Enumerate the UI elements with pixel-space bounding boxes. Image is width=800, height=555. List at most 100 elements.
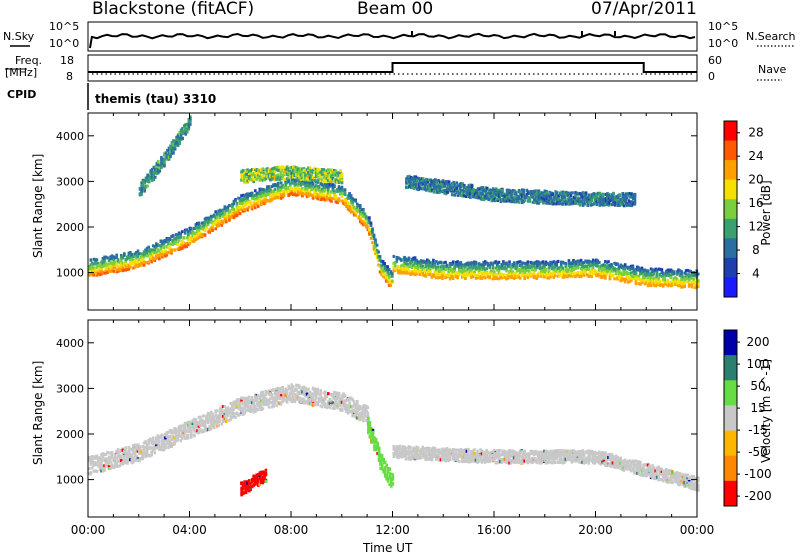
heatmap-cell [106, 256, 109, 259]
heatmap-cell [527, 260, 530, 263]
heatmap-cell [546, 274, 549, 277]
heatmap-cell [572, 272, 575, 275]
heatmap-cell [522, 191, 525, 194]
heatmap-cell [368, 216, 371, 219]
heatmap-cell [571, 191, 574, 194]
heatmap-cell [178, 239, 181, 242]
heatmap-cell [595, 270, 598, 273]
heatmap-cell [354, 214, 357, 217]
heatmap-cell [383, 262, 386, 265]
heatmap-cell [318, 185, 321, 188]
heatmap-cell [501, 189, 504, 192]
heatmap-cell [446, 191, 449, 194]
heatmap-cell [635, 282, 638, 285]
heatmap-cell [692, 278, 695, 281]
heatmap-cell [610, 263, 613, 266]
heatmap-cell [634, 203, 637, 206]
heatmap-cell [184, 232, 187, 235]
heatmap-cell [172, 152, 175, 155]
heatmap-cell [659, 279, 662, 282]
heatmap-cell [274, 188, 277, 191]
heatmap-cell [598, 261, 601, 264]
heatmap-cell [376, 244, 379, 247]
heatmap-cell [132, 255, 135, 258]
heatmap-cell [471, 184, 474, 187]
heatmap-cell [441, 277, 444, 280]
heatmap-cell [673, 272, 676, 275]
heatmap-cell [475, 261, 478, 264]
heatmap-cell [257, 205, 260, 208]
heatmap-cell [115, 256, 118, 259]
heatmap-cell [548, 267, 551, 270]
heatmap-cell [154, 176, 157, 179]
heatmap-cell [440, 261, 443, 264]
heatmap-cell [96, 258, 99, 261]
heatmap-cell [148, 180, 151, 183]
heatmap-cell [173, 248, 176, 251]
heatmap-cell [505, 269, 508, 272]
heatmap-cell [443, 271, 446, 274]
freq-series [88, 63, 697, 72]
heatmap-cell [585, 191, 588, 194]
heatmap-cell [169, 238, 172, 241]
heatmap-cell [377, 251, 380, 254]
heatmap-cell [664, 279, 667, 282]
heatmap-cell [524, 199, 527, 202]
heatmap-cell [190, 228, 193, 231]
heatmap-cell [291, 187, 294, 190]
heatmap-cell [93, 274, 96, 277]
heatmap-cell [146, 184, 149, 187]
heatmap-cell [441, 274, 444, 277]
heatmap-cell [231, 205, 234, 208]
heatmap-cell [246, 209, 249, 212]
ytick-label: 2000 [56, 221, 84, 234]
heatmap-cell [333, 185, 336, 188]
heatmap-cell [641, 281, 644, 284]
heatmap-cell [324, 180, 327, 183]
heatmap-cell [455, 181, 458, 184]
heatmap-cell [452, 260, 455, 263]
heatmap-cell [400, 258, 403, 261]
heatmap-cell [143, 190, 146, 193]
heatmap-cell [519, 277, 522, 280]
heatmap-cell [513, 261, 516, 264]
heatmap-cell [626, 196, 629, 199]
heatmap-cell [488, 266, 491, 269]
heatmap-cell [577, 266, 580, 269]
heatmap-cell [371, 241, 374, 244]
heatmap-cell [160, 247, 163, 250]
heatmap-cell [364, 213, 367, 216]
heatmap-cell [323, 194, 326, 197]
heatmap-cell [484, 276, 487, 279]
heatmap-cell [181, 230, 184, 233]
heatmap-cell [350, 194, 353, 197]
heatmap-cell [612, 274, 615, 277]
heatmap-cell [362, 208, 365, 211]
heatmap-cell [242, 169, 245, 172]
heatmap-cell [379, 255, 382, 258]
heatmap-cell [341, 181, 344, 184]
heatmap-cell [344, 188, 347, 191]
heatmap-cell [137, 250, 140, 253]
heatmap-cell [551, 193, 554, 196]
heatmap-cell [391, 280, 394, 283]
heatmap-cell [565, 262, 568, 265]
heatmap-cell [613, 277, 616, 280]
heatmap-cell [616, 263, 619, 266]
heatmap-cell [176, 243, 179, 246]
heatmap-cell [277, 196, 280, 199]
heatmap-cell [570, 194, 573, 197]
heatmap-cell [452, 277, 455, 280]
heatmap-cell [485, 267, 488, 270]
heatmap-cell [283, 193, 286, 196]
heatmap-cell [634, 193, 637, 196]
heatmap-cell [233, 208, 236, 211]
heatmap-cell [559, 273, 562, 276]
heatmap-cell [370, 222, 373, 225]
heatmap-cell [406, 263, 409, 266]
heatmap-cell [694, 286, 697, 289]
heatmap-cell [100, 458, 103, 461]
heatmap-cell [205, 227, 208, 230]
heatmap-cell [393, 255, 396, 258]
